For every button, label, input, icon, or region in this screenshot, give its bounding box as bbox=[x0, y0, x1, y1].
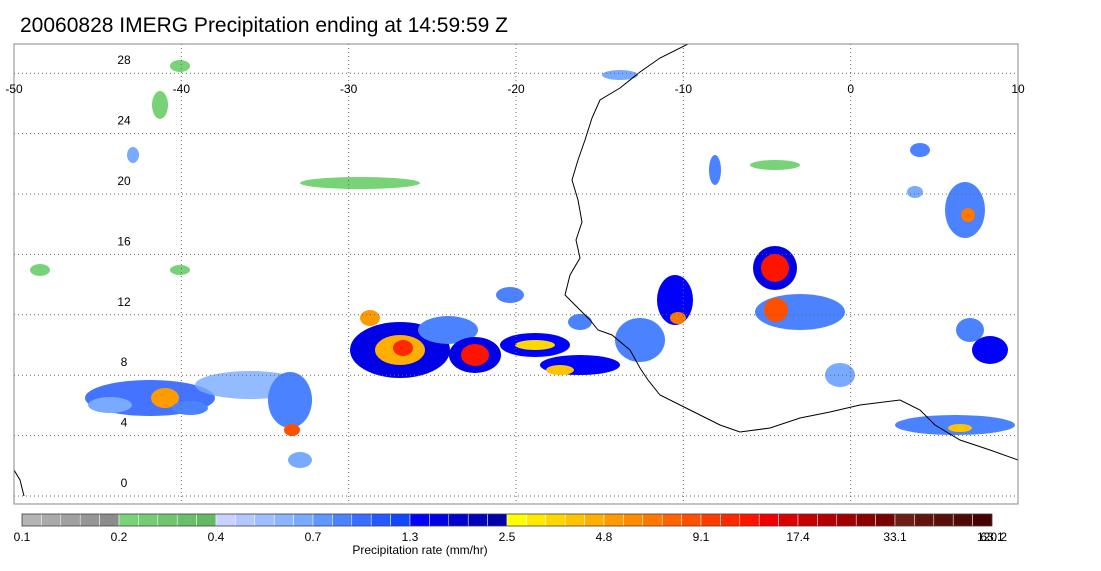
colorbar-swatch bbox=[817, 513, 838, 527]
colorbar-swatch bbox=[79, 513, 100, 527]
colorbar-swatch bbox=[564, 513, 585, 527]
colorbar-frame bbox=[21, 513, 993, 527]
colorbar-swatch bbox=[215, 513, 236, 527]
colorbar-swatch bbox=[642, 513, 663, 527]
colorbar-tick-labels: 0.1 0.2 0.4 0.7 1.3 2.5 4.8 9.1 17.4 33.1 63.1120.… bbox=[14, 530, 1008, 544]
colorbar-swatch bbox=[41, 513, 62, 527]
colorbar-swatch bbox=[176, 513, 197, 527]
lat-tick-label: 0 bbox=[121, 476, 128, 490]
colorbar-tick-label: 4.8 bbox=[596, 530, 613, 544]
colorbar-swatch bbox=[972, 513, 993, 527]
colorbar-tick-label: 1.3 bbox=[402, 530, 419, 544]
colorbar-swatch bbox=[700, 513, 721, 527]
lon-tick-label: 0 bbox=[847, 82, 854, 96]
longitude-labels: -50 -40 -30 -20 -10 0 10 bbox=[5, 82, 1025, 96]
colorbar-swatch bbox=[952, 513, 973, 527]
lat-lon-grid bbox=[14, 44, 1018, 504]
colorbar-swatch bbox=[487, 513, 508, 527]
colorbar-swatch bbox=[720, 513, 741, 527]
lon-tick-label: -20 bbox=[507, 82, 525, 96]
colorbar-swatch bbox=[138, 513, 159, 527]
lon-tick-label: -40 bbox=[173, 82, 191, 96]
colorbar-swatch bbox=[933, 513, 954, 527]
colorbar-tick-label: 9.1 bbox=[693, 530, 710, 544]
colorbar-swatch bbox=[545, 513, 566, 527]
colorbar-tick-label: 0.7 bbox=[305, 530, 322, 544]
colorbar-swatch bbox=[584, 513, 605, 527]
lat-tick-label: 20 bbox=[117, 174, 131, 188]
colorbar-swatch bbox=[351, 513, 372, 527]
coastline bbox=[14, 44, 1018, 497]
colorbar-tick-label: 33.1 bbox=[883, 530, 907, 544]
colorbar-swatch bbox=[739, 513, 760, 527]
colorbar-swatch bbox=[390, 513, 411, 527]
lat-tick-label: 24 bbox=[117, 114, 131, 128]
colorbar-swatch bbox=[758, 513, 779, 527]
colorbar-swatch bbox=[914, 513, 935, 527]
lat-tick-label: 28 bbox=[117, 53, 131, 67]
colorbar-swatch bbox=[778, 513, 799, 527]
colorbar-tick-label: 0.2 bbox=[111, 530, 128, 544]
colorbar-swatch bbox=[526, 513, 547, 527]
lon-tick-label: -50 bbox=[5, 82, 23, 96]
colorbar-swatch bbox=[409, 513, 430, 527]
colorbar-tick-label: 0.4 bbox=[208, 530, 225, 544]
colorbar-swatch bbox=[370, 513, 391, 527]
colorbar-swatch bbox=[118, 513, 139, 527]
colorbar-swatch bbox=[855, 513, 876, 527]
colorbar-swatch bbox=[797, 513, 818, 527]
colorbar-label: Precipitation rate (mm/hr) bbox=[352, 543, 487, 557]
map-frame bbox=[13, 43, 1019, 505]
lat-tick-label: 4 bbox=[121, 416, 128, 430]
colorbar-swatch bbox=[157, 513, 178, 527]
colorbar-tick-label: 63.1 bbox=[980, 530, 1004, 544]
colorbar-swatch bbox=[506, 513, 527, 527]
colorbar-swatch bbox=[894, 513, 915, 527]
lon-tick-label: -30 bbox=[340, 82, 358, 96]
colorbar-swatch bbox=[21, 513, 42, 527]
colorbar-swatch bbox=[293, 513, 314, 527]
colorbar-tick-label: 2.5 bbox=[499, 530, 516, 544]
colorbar-swatch bbox=[448, 513, 469, 527]
colorbar-swatch bbox=[99, 513, 120, 527]
colorbar-swatch bbox=[836, 513, 857, 527]
colorbar-swatch bbox=[60, 513, 81, 527]
lat-tick-label: 12 bbox=[117, 295, 131, 309]
colorbar-swatch bbox=[235, 513, 256, 527]
colorbar-swatch bbox=[623, 513, 644, 527]
colorbar-swatch bbox=[332, 513, 353, 527]
colorbar-swatch bbox=[312, 513, 333, 527]
colorbar-swatch bbox=[429, 513, 450, 527]
colorbar-tick-label: 17.4 bbox=[786, 530, 810, 544]
colorbar-swatch bbox=[603, 513, 624, 527]
map-title: 20060828 IMERG Precipitation ending at 1… bbox=[20, 14, 508, 37]
colorbar-swatch bbox=[254, 513, 275, 527]
lat-tick-label: 8 bbox=[121, 355, 128, 369]
latitude-labels: 0 4 8 12 16 20 24 28 bbox=[117, 53, 131, 490]
lon-tick-label: 10 bbox=[1011, 82, 1025, 96]
map-panel bbox=[14, 44, 1018, 504]
colorbar-swatch bbox=[273, 513, 294, 527]
colorbar bbox=[21, 513, 993, 527]
precipitation-field bbox=[30, 60, 1015, 468]
colorbar-swatch bbox=[196, 513, 217, 527]
colorbar-swatch bbox=[875, 513, 896, 527]
colorbar-swatch bbox=[681, 513, 702, 527]
colorbar-swatch bbox=[661, 513, 682, 527]
lat-tick-label: 16 bbox=[117, 234, 131, 248]
lon-tick-label: -10 bbox=[675, 82, 693, 96]
colorbar-tick-label: 0.1 bbox=[14, 530, 31, 544]
colorbar-swatch bbox=[467, 513, 488, 527]
colorbar-tick-label: 120.2 bbox=[977, 530, 1007, 544]
